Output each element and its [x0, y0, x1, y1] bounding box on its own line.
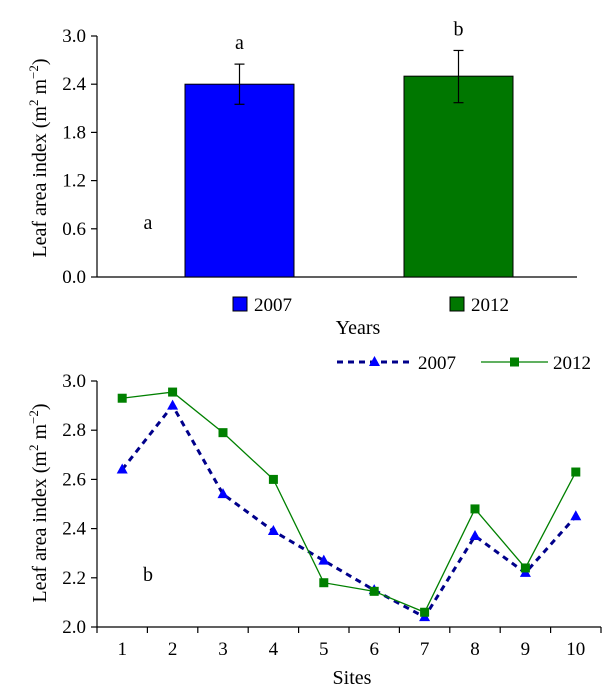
bar	[184, 83, 295, 278]
line-chart-y-tick-label: 2.2	[62, 568, 86, 589]
line-chart-x-tick-label: 2	[168, 639, 178, 660]
bar-chart-x-axis-label: Years	[336, 317, 381, 339]
line-chart-x-axis-label: Sites	[333, 667, 372, 688]
legend-label: 2007	[418, 353, 456, 374]
data-point-2012	[420, 607, 430, 617]
line-chart-panel-letter: b	[143, 564, 153, 586]
data-point-2012	[117, 393, 127, 403]
legend-swatch	[449, 296, 465, 312]
bar-chart-y-tick-label: 1.8	[62, 122, 86, 143]
line-chart-y-tick-label: 2.0	[62, 617, 86, 638]
legend-label: 2012	[553, 353, 591, 374]
line-chart-panel: Leaf area index (m2 m−2) b Sites 2.0 2.2 2…	[26, 353, 602, 688]
data-point-2012	[268, 474, 278, 484]
series-line-2007	[121, 402, 577, 620]
series-line-2012	[122, 391, 577, 614]
data-point-2012	[520, 563, 530, 573]
data-point-2007	[217, 488, 229, 499]
data-point-2012	[571, 467, 581, 477]
bar-chart-panel: Leaf area index (m2 m−2) a Years 0.0 0.6 1…	[26, 18, 577, 339]
line-chart-x-tick-label: 1	[117, 639, 127, 660]
data-point-2012	[218, 428, 228, 438]
legend-swatch	[232, 296, 248, 312]
bar-chart-panel-letter: a	[144, 212, 153, 234]
significance-label: b	[454, 18, 464, 40]
data-point-2007	[469, 529, 481, 540]
bar-chart-y-tick-label: 3.0	[62, 26, 86, 47]
line-chart-y-tick-label: 2.6	[62, 469, 86, 490]
line-chart-y-tick-label: 2.4	[62, 519, 86, 540]
bar-chart-y-tick-label: 2.4	[62, 74, 86, 95]
line-chart-x-tick-label: 8	[470, 639, 480, 660]
data-point-2007	[318, 554, 330, 565]
legend-marker	[369, 356, 380, 366]
data-point-2012	[319, 578, 329, 588]
line-chart-y-tick-label: 3.0	[62, 371, 86, 392]
data-point-2007	[167, 399, 179, 410]
bar-chart-y-axis-label: Leaf area index (m2 m−2)	[26, 58, 51, 257]
bar-chart-y-tick-label: 0.6	[62, 219, 86, 240]
bar-chart-y-tick-label: 0.0	[62, 267, 86, 288]
legend-marker	[510, 357, 519, 367]
bar-chart-y-tick-label: 1.2	[62, 171, 86, 192]
data-point-2007	[570, 510, 582, 521]
legend-label: 2012	[471, 295, 509, 316]
significance-label: a	[235, 32, 244, 54]
data-point-2007	[267, 525, 279, 536]
line-chart-x-tick-label: 3	[218, 639, 228, 660]
line-chart-x-tick-label: 10	[566, 639, 585, 660]
data-point-2007	[116, 463, 128, 474]
bar	[403, 75, 514, 278]
line-chart-y-tick-label: 2.8	[62, 420, 86, 441]
data-point-2012	[470, 504, 480, 514]
line-chart-x-tick-label: 6	[369, 639, 379, 660]
line-chart-y-axis-label: Leaf area index (m2 m−2)	[26, 403, 51, 602]
line-chart-x-tick-label: 4	[269, 639, 279, 660]
data-point-2012	[168, 387, 178, 397]
line-chart-x-tick-label: 9	[521, 639, 531, 660]
line-chart-x-tick-label: 7	[420, 639, 430, 660]
line-chart-x-tick-label: 5	[319, 639, 329, 660]
legend-label: 2007	[254, 295, 292, 316]
data-point-2012	[369, 586, 379, 596]
